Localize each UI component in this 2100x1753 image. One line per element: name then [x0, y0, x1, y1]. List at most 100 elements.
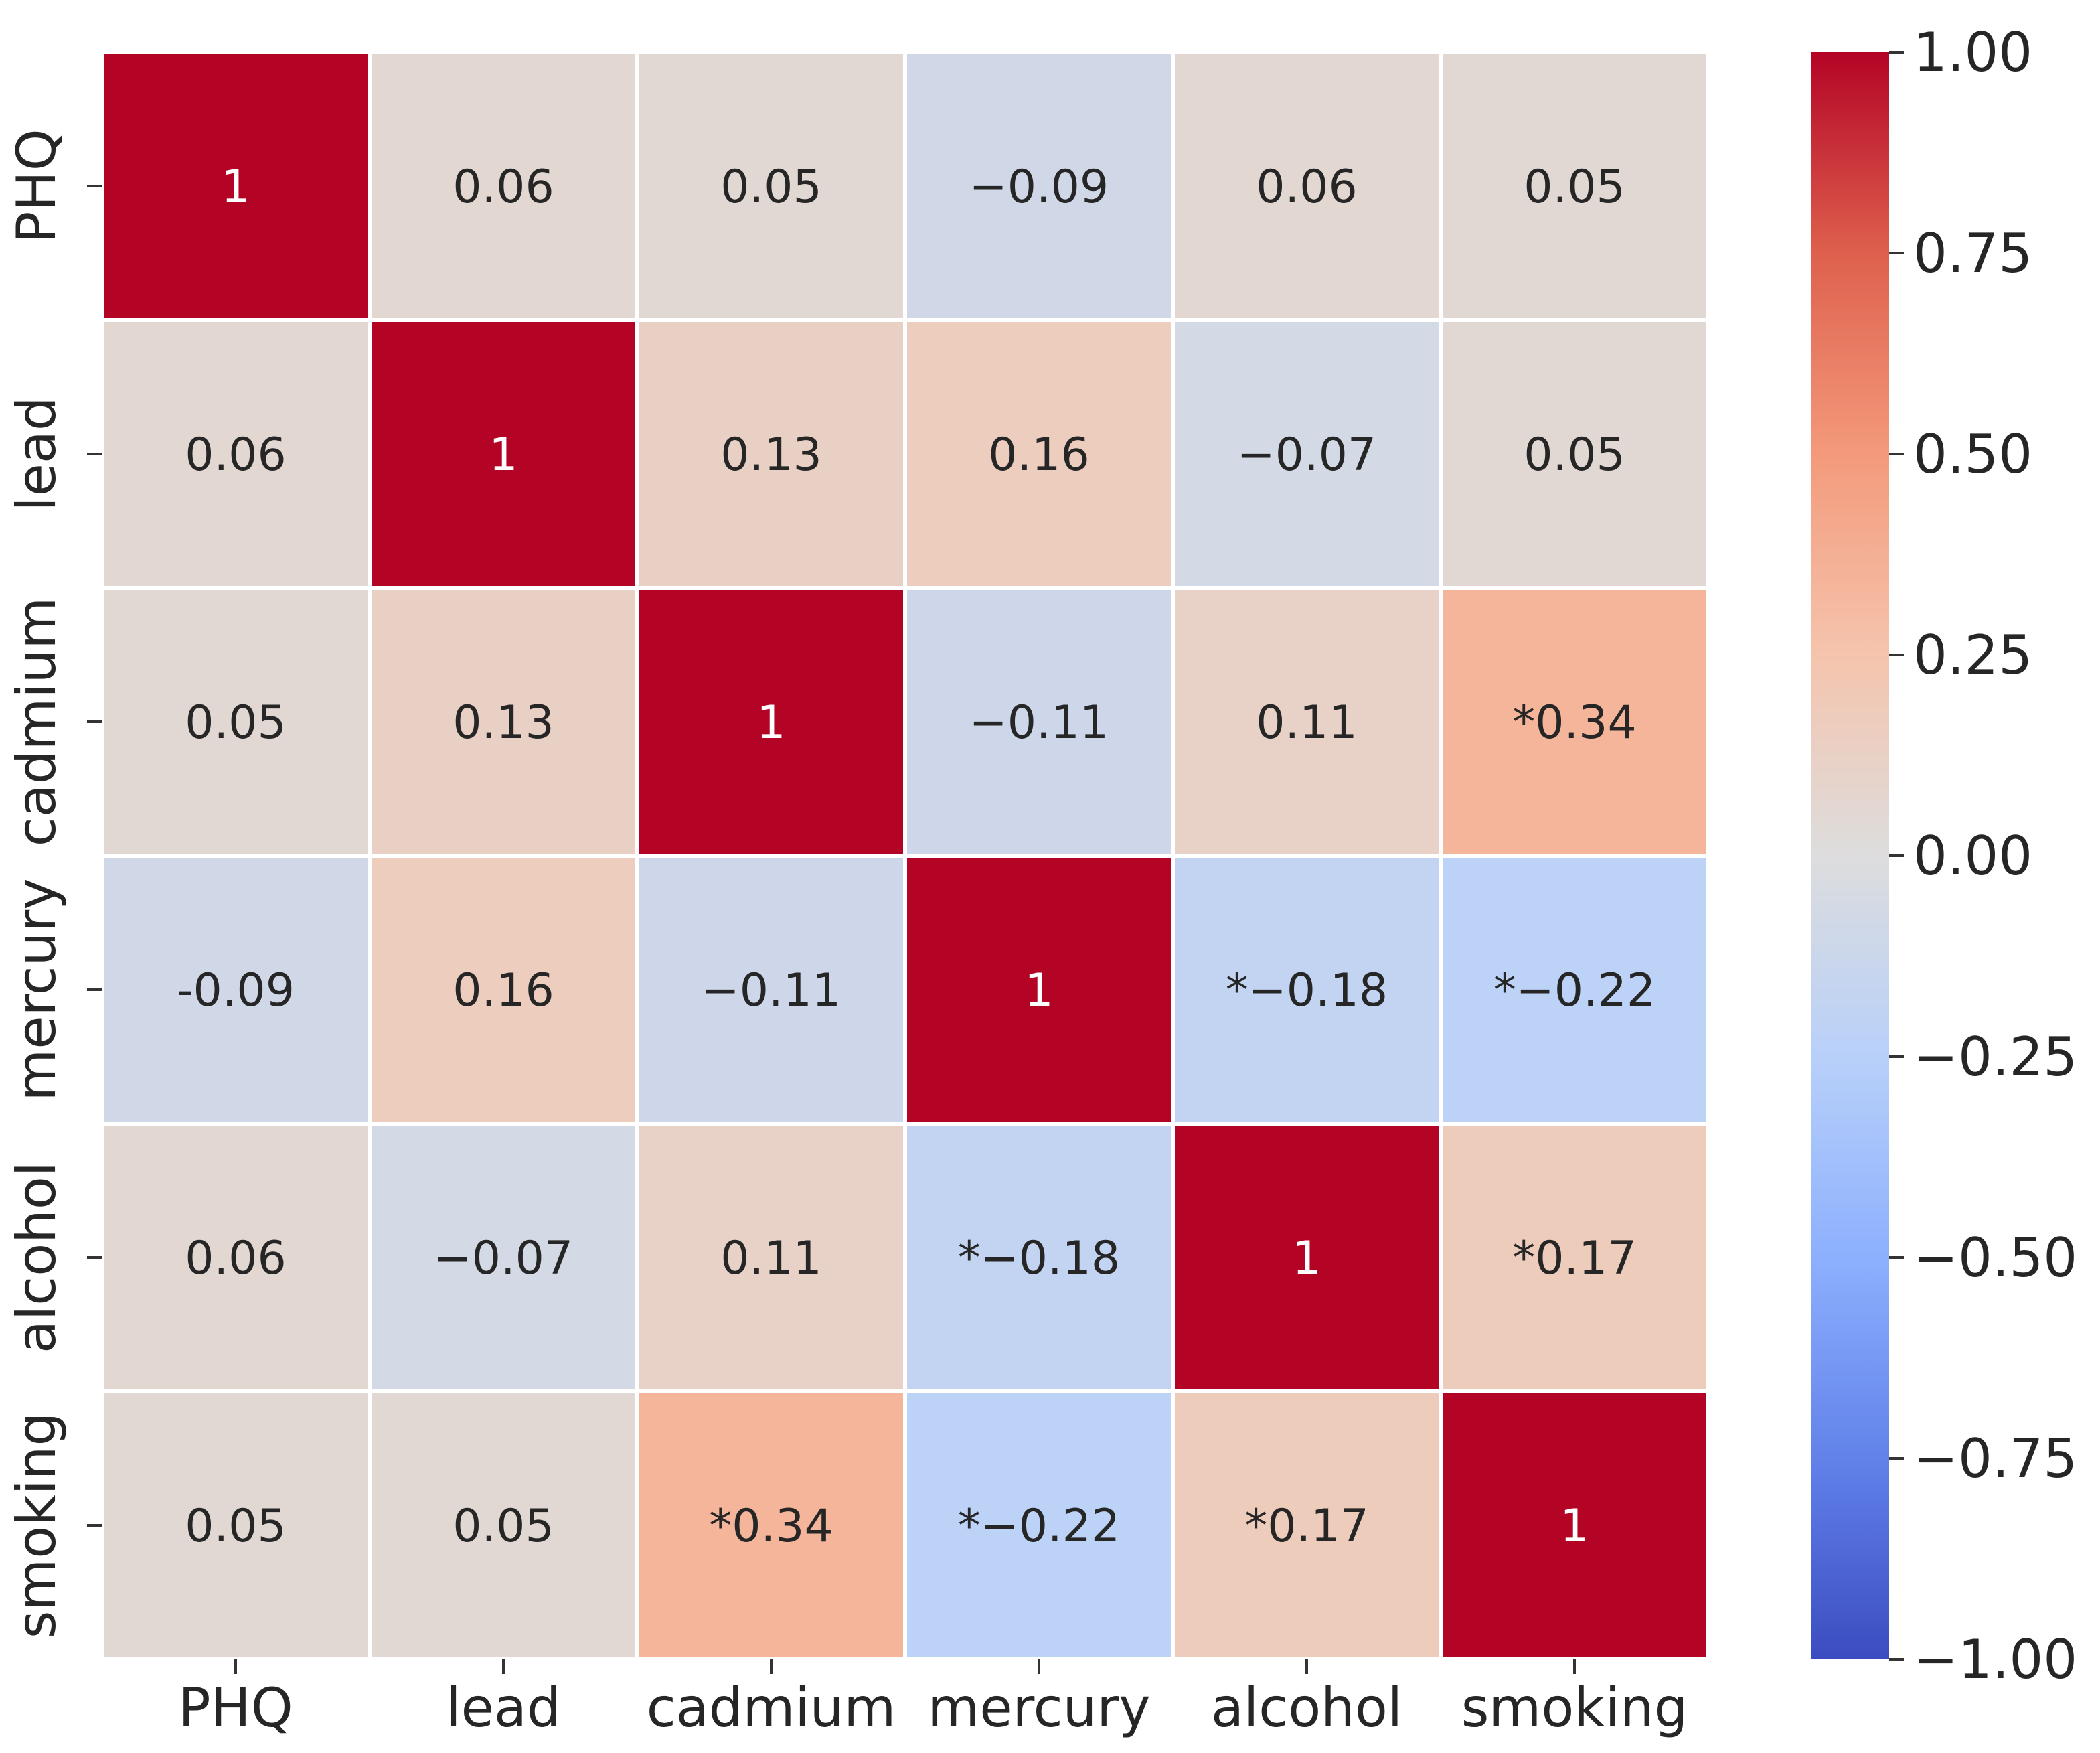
- heatmap-cell-PHQ-PHQ: [104, 54, 368, 318]
- cell-value-label: −0.11: [702, 964, 841, 1017]
- cell-value-label: 0.13: [720, 429, 821, 481]
- y-tick-label-mercury: mercury: [5, 878, 68, 1101]
- heatmap-cell-lead-smoking: [1443, 322, 1706, 586]
- colorbar-tick-label: −0.75: [1913, 1428, 2077, 1490]
- cell-value-label: 0.06: [185, 1232, 286, 1285]
- cell-value-label: 0.06: [453, 161, 554, 214]
- heatmap-cell-labels: 1 0.06 0.05 −0.09 0.06 0.05 0.06 1 0.13 0.16 −0.07…: [177, 161, 1655, 1553]
- heatmap-cell-cadmium-smoking: [1443, 590, 1706, 854]
- heatmap-cell-cadmium-alcohol: [1175, 590, 1439, 854]
- colorbar-tick-label: −0.25: [1913, 1026, 2077, 1088]
- heatmap-cell-smoking-PHQ: [104, 1393, 368, 1657]
- cell-value-label: 1: [489, 429, 517, 481]
- cell-value-label: 0.16: [988, 429, 1089, 481]
- heatmap-cell-smoking-lead: [372, 1393, 635, 1657]
- heatmap-cell-smoking-smoking: [1443, 1393, 1706, 1657]
- y-tick-label-cadmium: cadmium: [5, 597, 68, 847]
- heatmap-cell-lead-lead: [372, 322, 635, 586]
- cell-value-label: 0.05: [1524, 429, 1625, 481]
- colorbar-tick-label: 0.75: [1913, 222, 2032, 285]
- heatmap-cell-mercury-mercury: [907, 858, 1171, 1122]
- heatmap-cell-smoking-alcohol: [1175, 1393, 1439, 1657]
- cell-value-label: −0.09: [969, 161, 1109, 214]
- cell-value-label: 0.11: [1256, 696, 1357, 749]
- colorbar-tick-label: 0.25: [1913, 624, 2032, 686]
- colorbar-tick-label: 0.00: [1913, 825, 2032, 887]
- heatmap-cell-cadmium-cadmium: [639, 590, 903, 854]
- cell-value-label: 0.06: [1256, 161, 1357, 214]
- heatmap-cell-PHQ-mercury: [907, 54, 1171, 318]
- heatmap-cell-mercury-alcohol: [1175, 858, 1439, 1122]
- cell-value-label: 0.05: [453, 1500, 554, 1553]
- cell-value-label: *0.34: [1512, 696, 1636, 749]
- x-tick-label-smoking: smoking: [1461, 1677, 1688, 1739]
- x-tick-label-cadmium: cadmium: [647, 1677, 896, 1739]
- colorbar-tick-label: 0.50: [1913, 423, 2032, 485]
- heatmap-cell-cadmium-PHQ: [104, 590, 368, 854]
- heatmap-cell-cadmium-mercury: [907, 590, 1171, 854]
- heatmap-cell-smoking-mercury: [907, 1393, 1171, 1657]
- colorbar-tick-label: 1.00: [1913, 21, 2032, 84]
- cell-value-label: *0.34: [709, 1500, 833, 1553]
- y-axis: PHQ lead cadmium mercury alcohol smoking: [5, 129, 102, 1638]
- cell-value-label: *0.17: [1512, 1232, 1636, 1285]
- colorbar: 1.00 0.75 0.50 0.25 0.00 −0.25 −0.50 −0.75 −1.00: [1811, 21, 2077, 1691]
- heatmap-cell-cadmium-lead: [372, 590, 635, 854]
- heatmap-cells: [104, 54, 1706, 1657]
- cell-value-label: 1: [221, 161, 250, 214]
- cell-value-label: *−0.22: [958, 1500, 1120, 1553]
- cell-value-label: 0.05: [185, 696, 286, 749]
- y-tick-label-lead: lead: [5, 396, 68, 511]
- cell-value-label: 0.05: [720, 161, 821, 214]
- cell-value-label: 0.11: [720, 1232, 821, 1285]
- colorbar-tick-label: −1.00: [1913, 1628, 2077, 1691]
- cell-value-label: 1: [1024, 964, 1053, 1017]
- heatmap-cell-alcohol-mercury: [907, 1126, 1171, 1389]
- cell-value-label: 0.05: [185, 1500, 286, 1553]
- cell-value-label: −0.11: [969, 696, 1109, 749]
- heatmap-cell-lead-PHQ: [104, 322, 368, 586]
- x-tick-label-lead: lead: [446, 1677, 560, 1739]
- cell-value-label: 0.05: [1524, 161, 1625, 214]
- cell-value-label: *−0.22: [1493, 964, 1655, 1017]
- cell-value-label: 0.06: [185, 429, 286, 481]
- x-tick-label-mercury: mercury: [927, 1677, 1150, 1739]
- heatmap-cell-mercury-smoking: [1443, 858, 1706, 1122]
- heatmap-cell-lead-mercury: [907, 322, 1171, 586]
- heatmap-cell-mercury-cadmium: [639, 858, 903, 1122]
- cell-value-label: *0.17: [1244, 1500, 1368, 1553]
- heatmap-cell-lead-cadmium: [639, 322, 903, 586]
- y-tick-label-smoking: smoking: [5, 1412, 68, 1639]
- y-tick-label-PHQ: PHQ: [5, 129, 68, 243]
- heatmap-cell-PHQ-cadmium: [639, 54, 903, 318]
- cell-value-label: 0.16: [453, 964, 554, 1017]
- heatmap-cell-PHQ-lead: [372, 54, 635, 318]
- heatmap-cell-alcohol-lead: [372, 1126, 635, 1389]
- heatmap-cell-alcohol-smoking: [1443, 1126, 1706, 1389]
- x-axis: PHQ lead cadmium mercury alcohol smoking: [178, 1659, 1688, 1739]
- cell-value-label: −0.07: [1237, 429, 1376, 481]
- x-tick-label-alcohol: alcohol: [1211, 1677, 1402, 1739]
- heatmap-cell-alcohol-PHQ: [104, 1126, 368, 1389]
- colorbar-gradient: [1811, 52, 1889, 1659]
- heatmap-cell-lead-alcohol: [1175, 322, 1439, 586]
- heatmap-cell-mercury-lead: [372, 858, 635, 1122]
- cell-value-label: *−0.18: [1226, 964, 1388, 1017]
- heatmap-cell-smoking-cadmium: [639, 1393, 903, 1657]
- heatmap-cell-PHQ-smoking: [1443, 54, 1706, 318]
- y-tick-label-alcohol: alcohol: [5, 1162, 68, 1353]
- cell-value-label: -0.09: [177, 964, 295, 1017]
- heatmap-cell-alcohol-alcohol: [1175, 1126, 1439, 1389]
- cell-value-label: 1: [1292, 1232, 1321, 1285]
- cell-value-label: 0.13: [453, 696, 554, 749]
- heatmap-cell-PHQ-alcohol: [1175, 54, 1439, 318]
- cell-value-label: *−0.18: [958, 1232, 1120, 1285]
- cell-value-label: 1: [756, 696, 785, 749]
- heatmap-cell-alcohol-cadmium: [639, 1126, 903, 1389]
- cell-value-label: −0.07: [434, 1232, 573, 1285]
- colorbar-tick-label: −0.50: [1913, 1227, 2077, 1289]
- cell-value-label: 1: [1560, 1500, 1589, 1553]
- x-tick-label-PHQ: PHQ: [178, 1677, 293, 1739]
- heatmap-cell-mercury-PHQ: [104, 858, 368, 1122]
